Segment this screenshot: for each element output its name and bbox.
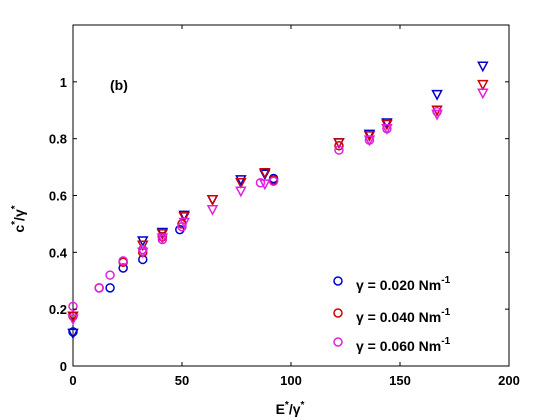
series-2-circle-7 [255, 177, 266, 188]
legend-sup-1: -1 [441, 307, 450, 318]
plot-frame [72, 24, 510, 367]
series-2-circle-12 [432, 106, 442, 117]
legend-marker-2 [333, 337, 343, 347]
x-axis-title-slash: /γ [289, 401, 301, 417]
data-markers [67, 61, 489, 340]
series-0-circle-0 [68, 327, 78, 337]
series-2-circle-5 [157, 234, 168, 245]
series-1-circle-4 [157, 231, 168, 242]
y-tick-label-1: 0.2 [49, 302, 67, 317]
plot-area [72, 24, 510, 367]
x-tick-label-4: 200 [498, 373, 520, 388]
y-tick-label-4: 0.8 [49, 132, 67, 147]
x-tick-label-3: 150 [389, 373, 411, 388]
series-2-circle-4 [138, 244, 148, 255]
legend-label-2: γ = 0.060 Nm [356, 338, 441, 354]
y-axis-title-sup1: * [10, 221, 21, 225]
legend-entry-1: γ = 0.040 Nm-1 [356, 307, 451, 325]
legend-entry-0: γ = 0.020 Nm-1 [356, 275, 451, 293]
series-2-circle-9 [334, 145, 344, 155]
x-tick-label-0: 0 [69, 373, 76, 388]
y-axis-title-sup2: * [10, 205, 21, 209]
y-axis-title: c*/γ* [10, 205, 27, 232]
series-2-circle-2 [105, 270, 115, 280]
y-tick-label-2: 0.4 [49, 245, 68, 260]
series-0-circle-5 [175, 224, 185, 235]
legend-entry-2: γ = 0.060 Nm-1 [356, 336, 451, 354]
series-1-circle-7 [334, 141, 344, 151]
series-2-circle-11 [382, 123, 392, 134]
x-axis-title-sup2: * [301, 400, 305, 411]
series-2-circle-1 [94, 283, 104, 293]
series-1-triangle-4 [206, 195, 219, 206]
legend-sup-2: -1 [441, 336, 450, 347]
series-2-triangle-10 [477, 88, 489, 100]
legend-label-1: γ = 0.040 Nm [356, 309, 441, 325]
series-2-circle-3 [118, 256, 128, 266]
legend-marker-1 [333, 308, 343, 318]
series-1-triangle-11 [477, 79, 489, 91]
legend-marker-0 [333, 276, 343, 286]
legend-sup-0: -1 [441, 275, 450, 286]
y-axis-title-slash: /γ [11, 209, 27, 221]
series-1-triangle-5 [235, 177, 247, 189]
legend-label-0: γ = 0.020 Nm [356, 277, 441, 293]
series-2-triangle-6 [259, 179, 271, 191]
series-2-triangle-5 [235, 186, 247, 198]
series-0-triangle-10 [431, 89, 443, 101]
x-axis-title-sup1: * [285, 400, 289, 411]
x-tick-label-1: 50 [175, 373, 189, 388]
y-tick-label-5: 1 [60, 75, 67, 90]
series-2-circle-10 [364, 135, 375, 145]
x-axis-title: E*/γ* [276, 400, 305, 417]
series-1-triangle-6 [259, 168, 271, 179]
axis-ticks: 0 50 100 150 200 0 0.2 0.4 0.6 0.8 1 [49, 25, 520, 388]
y-tick-label-3: 0.6 [49, 189, 67, 204]
series-2-triangle-0 [67, 314, 79, 326]
series-0-circle-2 [118, 263, 128, 273]
x-axis-title-main: E [276, 401, 285, 417]
y-tick-label-0: 0 [60, 359, 67, 374]
legend: γ = 0.020 Nm-1 γ = 0.040 Nm-1 γ = 0.060 … [333, 275, 451, 354]
x-tick-label-2: 100 [280, 373, 302, 388]
series-1-triangle-3 [178, 212, 190, 223]
panel-label: (b) [110, 77, 128, 93]
series-2-triangle-2 [156, 233, 169, 245]
series-0-triangle-11 [477, 61, 489, 73]
series-0-circle-1 [105, 283, 115, 293]
series-0-triangle-5 [235, 175, 247, 186]
series-2-circle-8 [268, 176, 279, 187]
y-axis-title-main: c [11, 225, 27, 233]
series-1-triangle-7 [333, 138, 345, 150]
series-2-triangle-4 [206, 204, 219, 216]
series-2-circle-6 [177, 222, 187, 232]
series-0-triangle-0 [67, 328, 79, 340]
series-2-circle-0 [68, 301, 78, 312]
